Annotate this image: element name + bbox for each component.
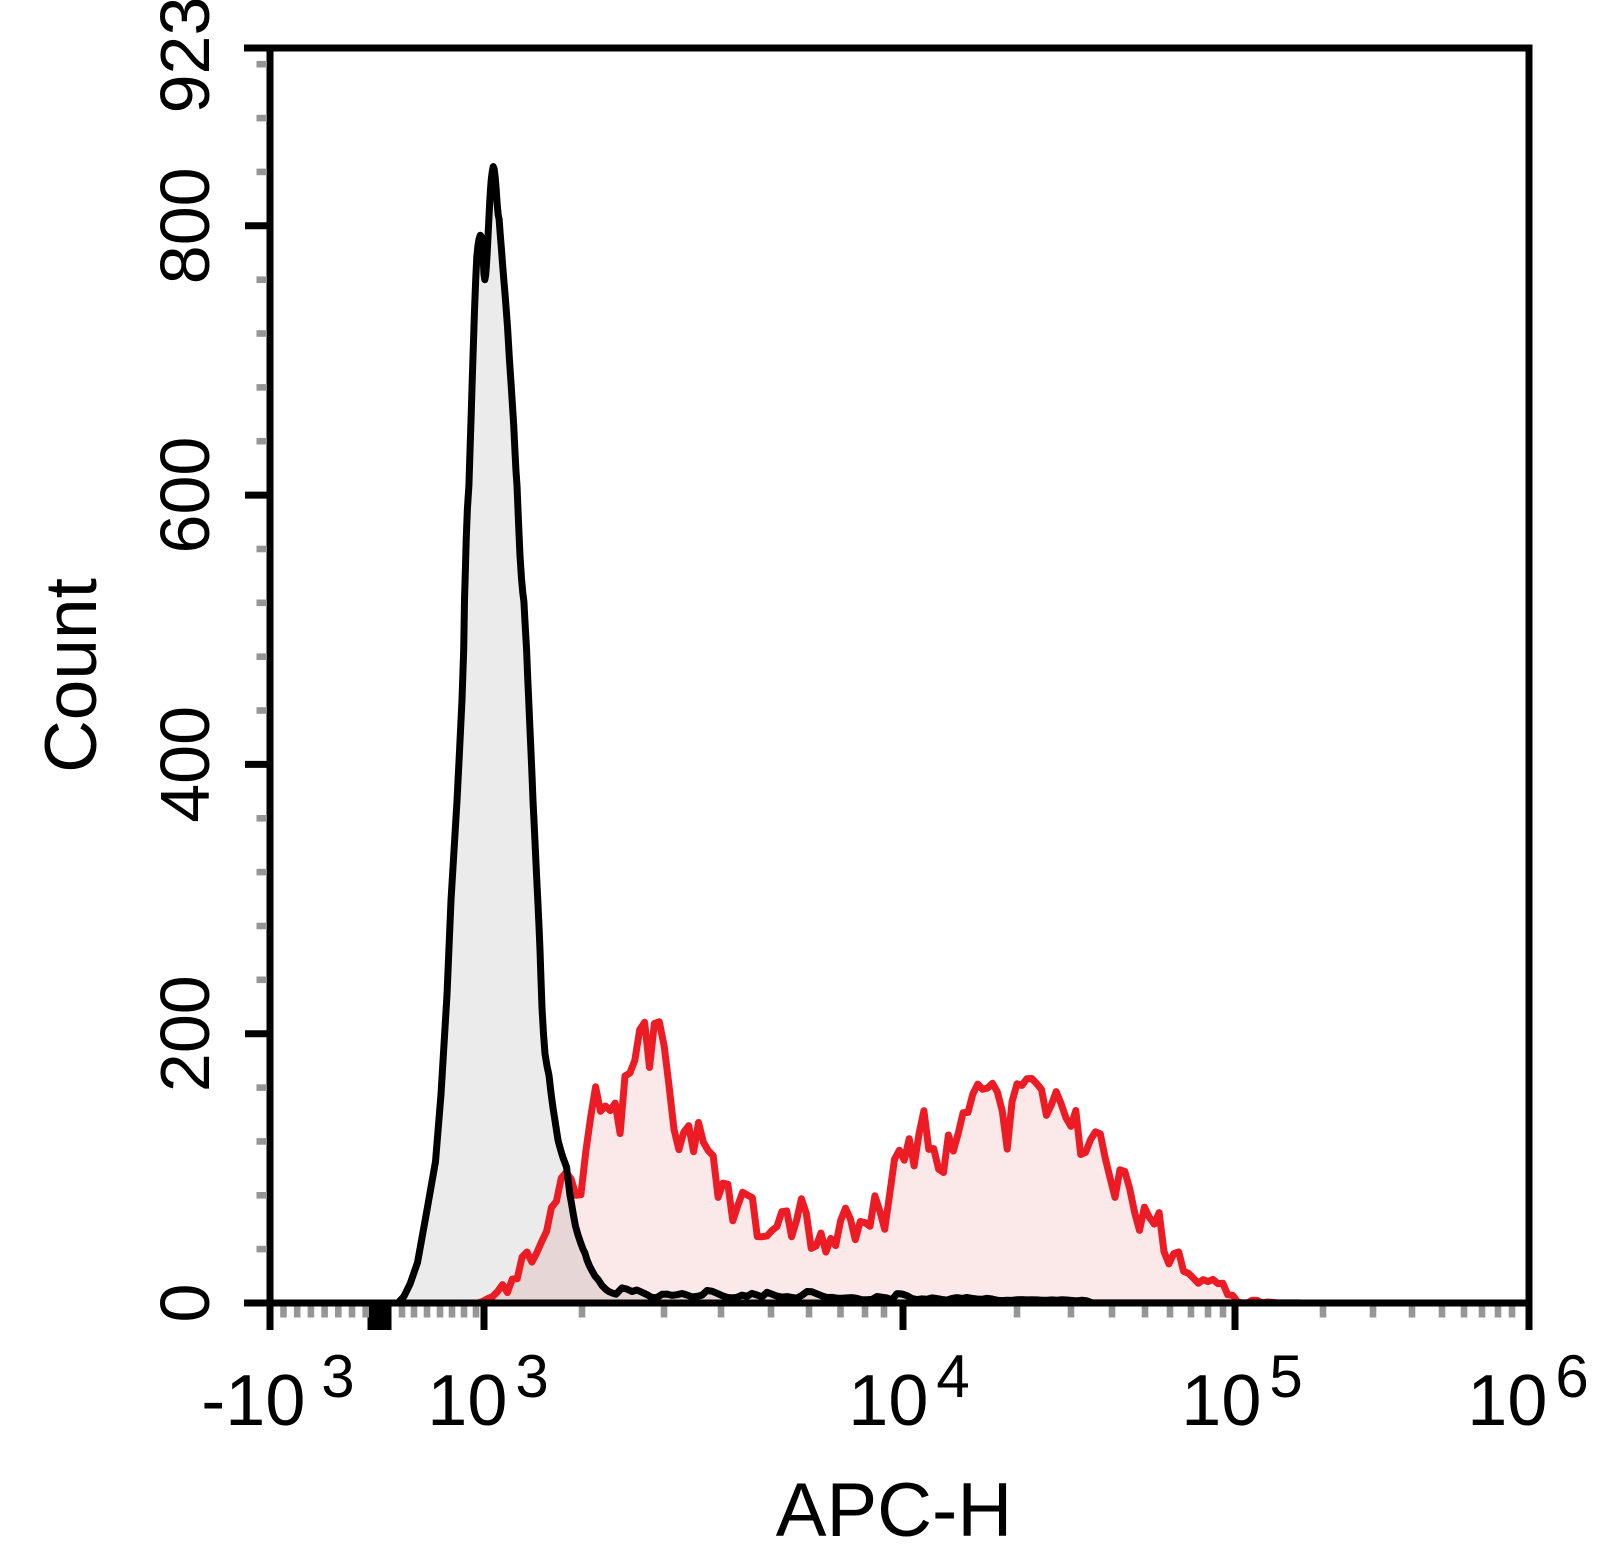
svg-text:-10: -10 bbox=[201, 1361, 305, 1441]
svg-text:923: 923 bbox=[146, 0, 224, 113]
svg-text:3: 3 bbox=[515, 1343, 548, 1410]
svg-text:10: 10 bbox=[848, 1361, 928, 1441]
svg-text:10: 10 bbox=[1181, 1361, 1261, 1441]
svg-text:10: 10 bbox=[1467, 1361, 1547, 1441]
svg-text:800: 800 bbox=[146, 167, 224, 284]
svg-text:APC-H: APC-H bbox=[776, 1468, 1012, 1553]
svg-text:4: 4 bbox=[936, 1343, 969, 1410]
svg-text:200: 200 bbox=[146, 975, 224, 1092]
svg-text:5: 5 bbox=[1269, 1343, 1302, 1410]
svg-text:0: 0 bbox=[146, 1284, 224, 1323]
svg-text:600: 600 bbox=[146, 437, 224, 554]
svg-text:400: 400 bbox=[146, 706, 224, 823]
svg-text:3: 3 bbox=[321, 1343, 354, 1410]
svg-text:Count: Count bbox=[31, 578, 112, 773]
svg-text:6: 6 bbox=[1555, 1343, 1588, 1410]
svg-text:10: 10 bbox=[427, 1361, 507, 1441]
